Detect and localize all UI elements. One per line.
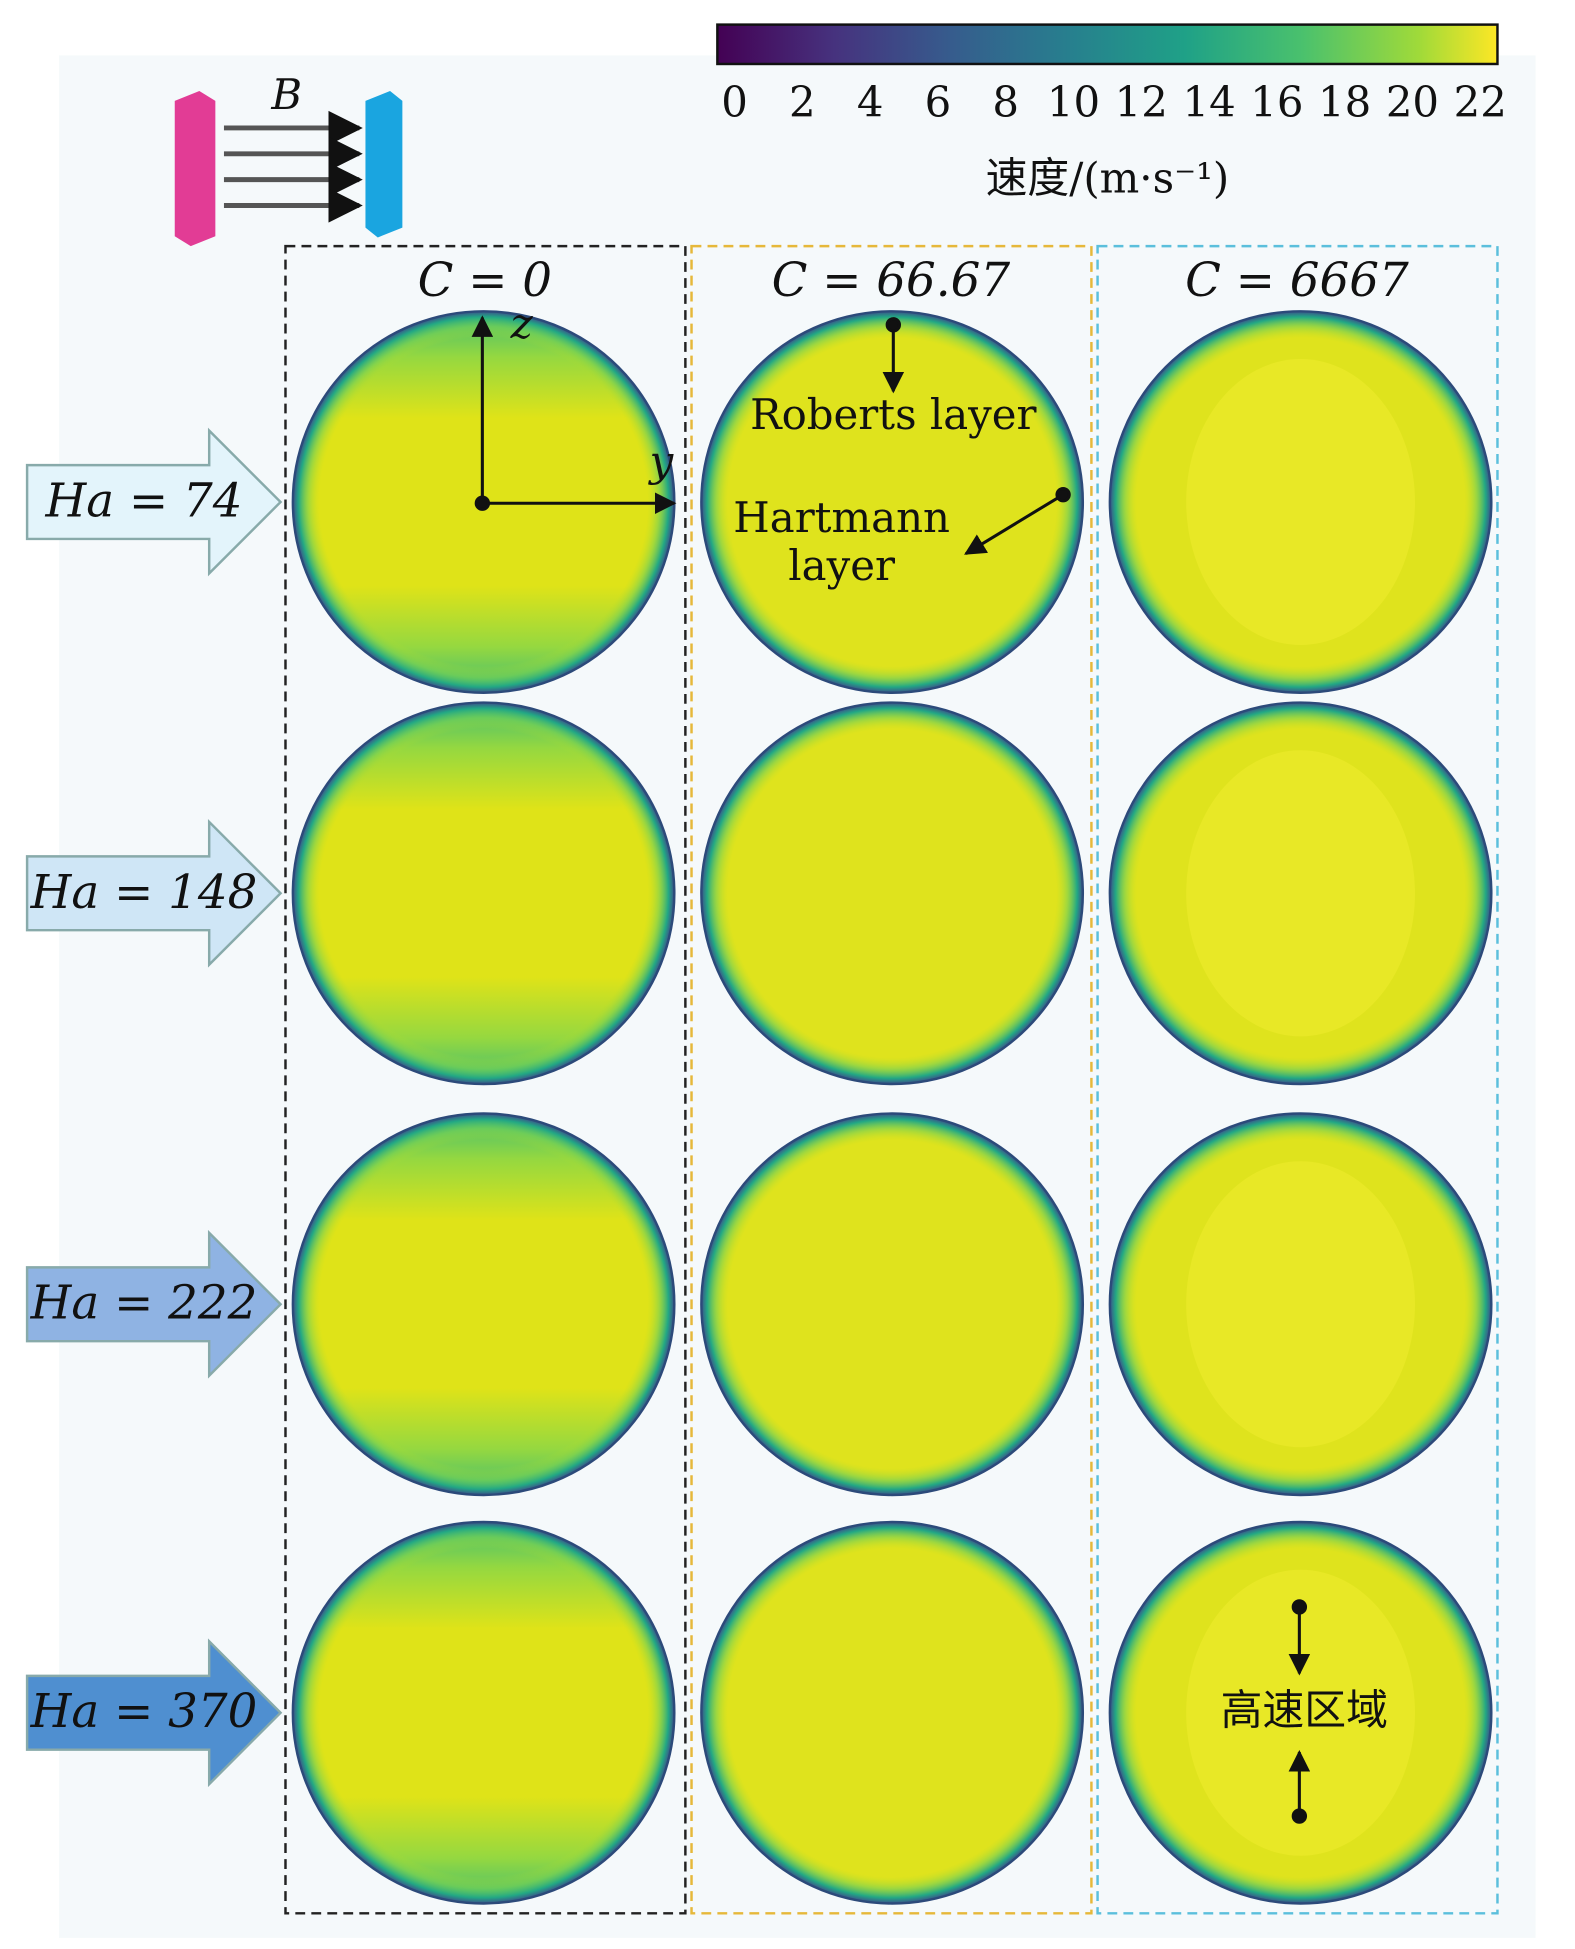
y-axis-label: y [648, 437, 675, 486]
magnet-icon: B [174, 70, 403, 247]
field-label: B [270, 70, 302, 119]
contour-edge [1108, 701, 1493, 1086]
row-arrow [25, 1638, 283, 1788]
contour-edge [291, 1112, 676, 1497]
roberts-layer-label: Roberts layer [750, 390, 1036, 439]
column-box [284, 244, 687, 1915]
column-label: C = 6667 [1185, 254, 1409, 308]
column-label: C = 66.67 [772, 254, 1011, 308]
colorbar-tick-label: 4 [857, 77, 884, 126]
colorbar-tick-label: 2 [789, 77, 816, 126]
column-box [1096, 244, 1499, 1915]
contour-edge [700, 1112, 1085, 1497]
colorbar-tick-label: 18 [1318, 77, 1371, 126]
column-label: C = 0 [418, 254, 552, 308]
row-arrow [25, 1229, 283, 1379]
row-label: Ha = 222 [30, 1277, 258, 1331]
contour-edge [1108, 310, 1493, 694]
high-speed-label: 高速区域 [1221, 1685, 1388, 1734]
contour-edge [700, 1520, 1085, 1905]
colorbar-tick-label: 8 [992, 77, 1019, 126]
contour-edge [291, 701, 676, 1086]
contour-edge [700, 701, 1085, 1086]
contour-grid: Ha = 74 Ha = 148 Ha = 222 Ha = 370 [25, 310, 1493, 1905]
colorbar-tick-label: 12 [1115, 77, 1168, 126]
colorbar-tick-label: 22 [1454, 77, 1507, 126]
column-box [690, 244, 1093, 1915]
z-axis-label: z [510, 299, 534, 348]
colorbar-tick-label: 14 [1182, 77, 1235, 126]
contour-edge [1108, 1520, 1493, 1905]
colorbar-tick-label: 20 [1386, 77, 1439, 126]
colorbar-tick-label: 16 [1250, 77, 1303, 126]
annotations [471, 315, 1311, 1824]
row-label: Ha = 74 [44, 474, 242, 528]
colorbar-tick-label: 10 [1047, 77, 1100, 126]
contour-edge [291, 1520, 676, 1905]
row-label: Ha = 370 [30, 1685, 258, 1739]
contour-edge [1108, 1112, 1493, 1497]
colorbar-tick-label: 6 [925, 77, 952, 126]
row-arrow [25, 818, 283, 968]
hartmann-layer-label: Hartmann [733, 493, 950, 542]
colorbar-label: 速度/(m·s⁻¹) [986, 154, 1230, 203]
hartmann-layer-label: layer [788, 541, 895, 590]
row-label: Ha = 148 [30, 866, 258, 920]
colorbar [716, 23, 1499, 66]
colorbar-tick-label: 0 [721, 77, 748, 126]
row-arrow [25, 427, 283, 577]
contour-edge [700, 310, 1085, 694]
colorbar-ticks: 0 2 4 6 8 10 12 14 16 18 20 22 [721, 77, 1507, 126]
